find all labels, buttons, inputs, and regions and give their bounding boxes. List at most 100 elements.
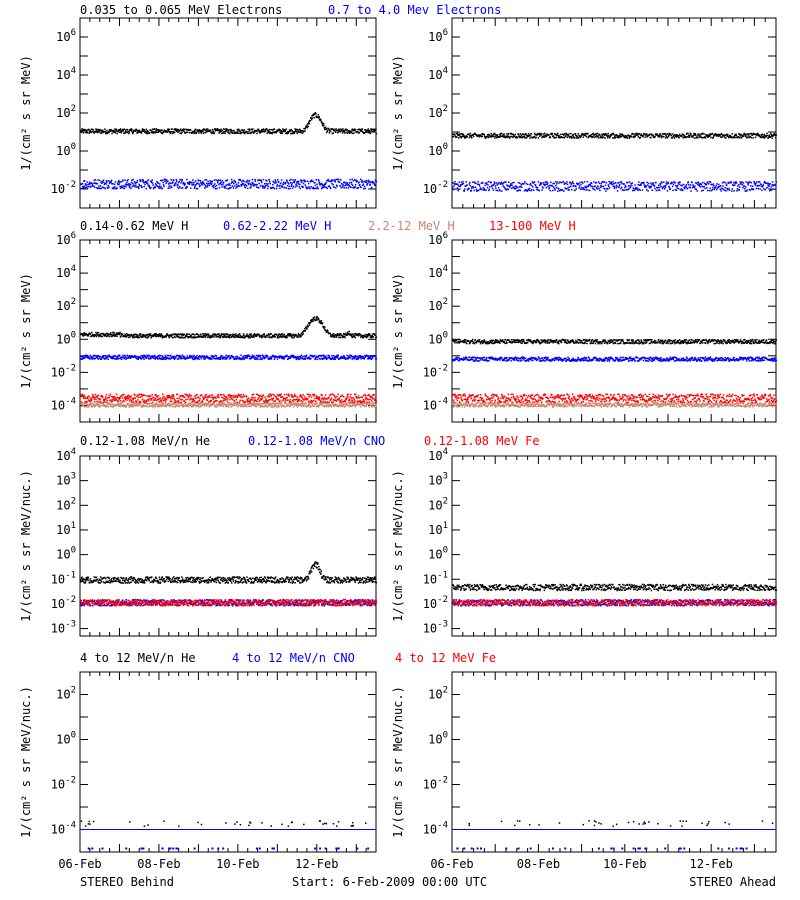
data-point	[525, 182, 528, 185]
data-point	[154, 186, 156, 189]
data-point	[109, 333, 112, 336]
data-point	[724, 181, 726, 184]
data-point	[106, 335, 108, 338]
data-point	[765, 182, 767, 185]
data-point	[211, 335, 214, 337]
data-point	[184, 404, 187, 406]
data-point	[158, 333, 161, 335]
data-point	[202, 334, 205, 337]
data-point	[118, 403, 120, 405]
data-point	[299, 334, 302, 337]
data-point	[166, 404, 169, 407]
data-point	[304, 180, 307, 183]
data-point	[369, 334, 371, 337]
data-point	[551, 185, 554, 187]
data-point	[671, 133, 674, 135]
data-point	[191, 336, 193, 339]
data-point	[626, 137, 629, 139]
data-point	[739, 181, 741, 183]
data-point	[264, 130, 267, 132]
data-point	[120, 181, 122, 183]
data-point	[112, 405, 115, 407]
data-point	[188, 336, 190, 338]
data-point	[334, 356, 337, 359]
data-point	[145, 357, 148, 360]
data-point	[184, 405, 186, 407]
data-point	[111, 335, 114, 337]
data-point	[607, 132, 610, 135]
data-point	[660, 135, 662, 137]
data-point	[481, 135, 484, 138]
data-point	[513, 181, 515, 184]
data-point	[136, 334, 139, 337]
data-point	[293, 131, 296, 133]
data-point	[766, 134, 769, 137]
data-point	[255, 335, 257, 337]
data-point	[234, 402, 237, 404]
data-point	[85, 131, 87, 134]
data-point	[210, 403, 213, 406]
data-point	[487, 184, 489, 186]
data-point	[311, 180, 313, 183]
data-point	[361, 355, 364, 358]
data-point	[756, 181, 758, 183]
data-point	[300, 131, 302, 134]
data-point	[189, 355, 192, 358]
data-point	[308, 122, 311, 125]
data-point	[530, 189, 532, 192]
data-point	[323, 326, 325, 329]
data-point	[354, 332, 356, 335]
data-point	[725, 183, 728, 185]
data-point	[309, 119, 312, 122]
data-point	[87, 406, 90, 408]
data-point	[259, 132, 261, 134]
data-point	[263, 356, 266, 359]
data-point	[95, 356, 98, 359]
data-point	[315, 115, 318, 118]
data-point	[485, 182, 488, 184]
data-point	[327, 178, 329, 181]
data-point	[240, 131, 243, 134]
data-point	[345, 128, 347, 131]
data-point	[128, 185, 131, 187]
data-point	[94, 182, 96, 184]
data-point	[98, 130, 101, 132]
data-point	[173, 358, 176, 360]
data-point	[266, 184, 268, 187]
data-point	[153, 131, 156, 133]
data-point	[103, 130, 106, 133]
data-point	[137, 355, 139, 358]
data-point	[208, 405, 211, 408]
data-point	[585, 132, 587, 135]
data-point	[602, 185, 604, 188]
data-point	[371, 357, 374, 359]
data-point	[92, 130, 94, 133]
data-point	[214, 404, 216, 407]
data-point	[104, 358, 107, 360]
data-point	[98, 185, 100, 187]
data-point	[529, 182, 532, 185]
data-point	[692, 134, 695, 137]
data-point	[201, 130, 203, 132]
data-point	[227, 336, 230, 339]
data-point	[715, 135, 718, 137]
data-point	[123, 185, 126, 187]
data-point	[723, 181, 725, 183]
data-point	[246, 402, 249, 405]
data-point	[282, 335, 285, 338]
data-point	[141, 128, 144, 130]
data-point	[99, 132, 102, 134]
data-point	[351, 178, 353, 181]
data-point	[233, 404, 235, 406]
data-point	[175, 130, 178, 133]
data-point	[124, 355, 126, 357]
data-point	[590, 182, 593, 185]
data-point	[202, 130, 204, 133]
data-point	[302, 355, 304, 358]
data-point	[242, 405, 245, 408]
data-point	[173, 131, 176, 133]
data-point	[151, 355, 153, 358]
data-point	[367, 131, 370, 134]
data-point	[366, 183, 369, 185]
